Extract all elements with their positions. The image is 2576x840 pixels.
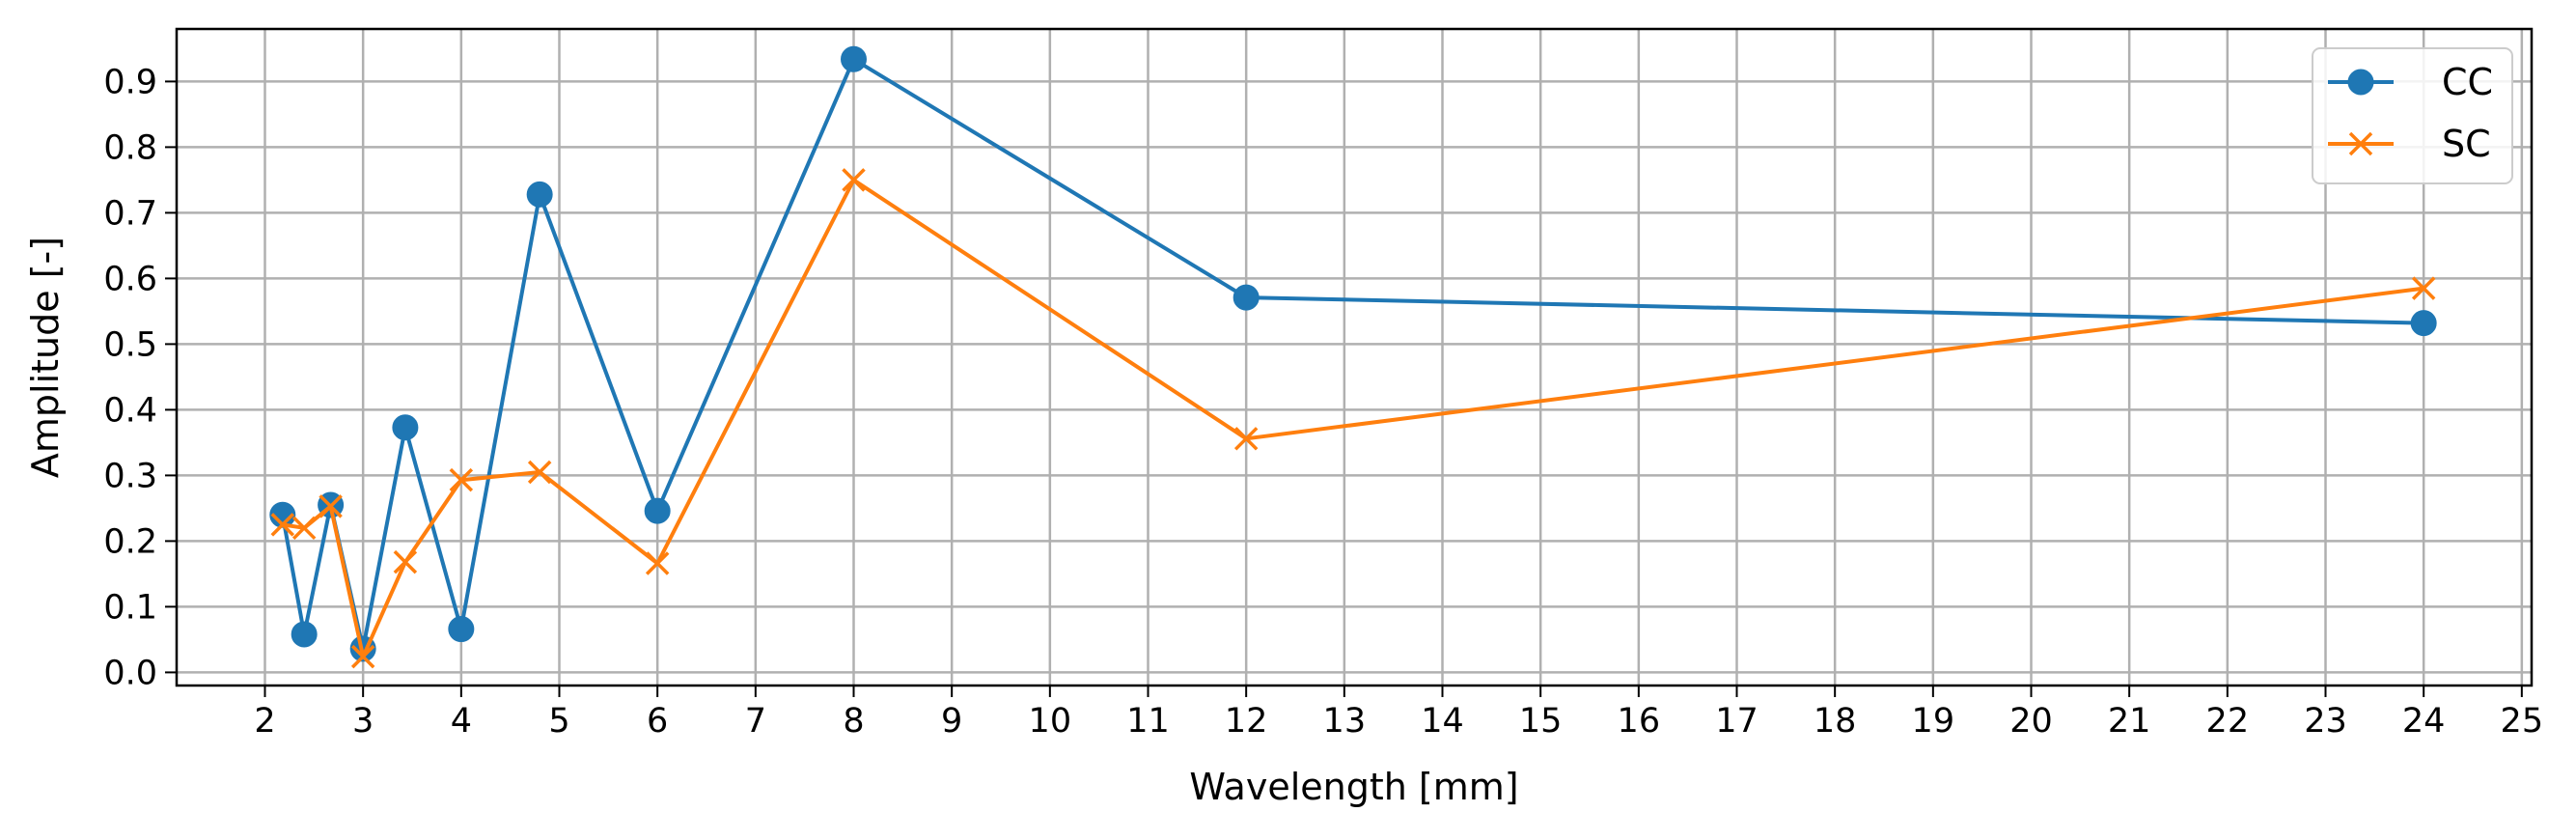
ticks: 2 3 4 5 6 7 8 9 10 11 12 13 14 15 16 17 18 19 20 21 22 23 24 25… bbox=[103, 63, 2543, 741]
x-tick-label: 19 bbox=[1912, 702, 1955, 741]
x-tick-label: 16 bbox=[1618, 702, 1661, 741]
data-point-cc bbox=[392, 414, 419, 441]
data-point-sc bbox=[449, 467, 474, 492]
series-group bbox=[269, 45, 2437, 669]
plot-frame bbox=[175, 27, 2534, 687]
x-axis-label: Wavelength [mm] bbox=[1189, 766, 1518, 808]
x-tick-label: 2 bbox=[254, 702, 275, 741]
y-tick-label: 0.0 bbox=[103, 654, 157, 692]
data-point-cc bbox=[291, 621, 318, 648]
x-tick-label: 4 bbox=[451, 702, 472, 741]
data-point-cc bbox=[526, 181, 553, 208]
x-tick-label: 23 bbox=[2304, 702, 2347, 741]
x-tick-label: 17 bbox=[1715, 702, 1759, 741]
x-tick-label: 22 bbox=[2206, 702, 2250, 741]
x-tick-label: 13 bbox=[1323, 702, 1367, 741]
series-sc bbox=[270, 168, 2436, 669]
y-axis-label: Amplitude [-] bbox=[24, 237, 67, 478]
x-tick-label: 7 bbox=[745, 702, 766, 741]
data-point-cc bbox=[644, 497, 671, 524]
y-tick-label: 0.7 bbox=[103, 194, 157, 233]
data-point-sc bbox=[842, 168, 866, 192]
legend-entries: CC SC bbox=[2328, 61, 2493, 165]
y-tick-label: 0.9 bbox=[103, 63, 157, 101]
data-point-sc bbox=[527, 460, 552, 485]
legend-entry-cc: CC bbox=[2328, 61, 2493, 103]
data-point-cc bbox=[841, 45, 867, 72]
legend-entry-sc: SC bbox=[2328, 123, 2491, 165]
data-point-cc bbox=[1233, 284, 1260, 311]
x-tick-label: 3 bbox=[352, 702, 374, 741]
data-point-cc bbox=[2410, 310, 2437, 337]
x-tick-label: 18 bbox=[1814, 702, 1857, 741]
y-tick-label: 0.4 bbox=[103, 391, 157, 430]
x-tick-label: 24 bbox=[2402, 702, 2446, 741]
legend-marker-cc bbox=[2347, 69, 2374, 96]
x-tick-label: 15 bbox=[1519, 702, 1563, 741]
data-point-cc bbox=[269, 501, 296, 528]
x-tick-label: 12 bbox=[1225, 702, 1268, 741]
x-tick-label: 11 bbox=[1126, 702, 1170, 741]
y-tick-label: 0.3 bbox=[103, 457, 157, 495]
y-tick-label: 0.1 bbox=[103, 588, 157, 627]
data-point-sc bbox=[2411, 276, 2436, 300]
data-point-sc bbox=[270, 513, 295, 537]
y-tick-label: 0.8 bbox=[103, 128, 157, 167]
data-point-sc bbox=[393, 549, 418, 574]
x-tick-label: 6 bbox=[647, 702, 668, 741]
legend-label-cc: CC bbox=[2442, 61, 2493, 103]
data-point-sc bbox=[350, 644, 375, 669]
x-tick-label: 25 bbox=[2501, 702, 2544, 741]
y-tick-label: 0.2 bbox=[103, 522, 157, 561]
x-tick-label: 10 bbox=[1029, 702, 1072, 741]
data-point-sc bbox=[319, 494, 343, 518]
data-point-sc bbox=[1233, 427, 1259, 451]
x-tick-label: 14 bbox=[1421, 702, 1464, 741]
data-point-sc bbox=[645, 551, 670, 575]
x-tick-label: 9 bbox=[941, 702, 962, 741]
data-point-sc bbox=[291, 516, 317, 541]
x-tick-label: 5 bbox=[548, 702, 569, 741]
x-tick-label: 21 bbox=[2108, 702, 2151, 741]
y-tick-label: 0.6 bbox=[103, 260, 157, 298]
legend-label-sc: SC bbox=[2442, 123, 2491, 165]
x-tick-label: 20 bbox=[2009, 702, 2053, 741]
legend-marker-sc bbox=[2348, 131, 2373, 156]
x-tick-label: 8 bbox=[843, 702, 864, 741]
y-tick-label: 0.5 bbox=[103, 325, 157, 364]
legend: CC SC bbox=[2312, 47, 2513, 184]
data-point-cc bbox=[448, 616, 475, 643]
